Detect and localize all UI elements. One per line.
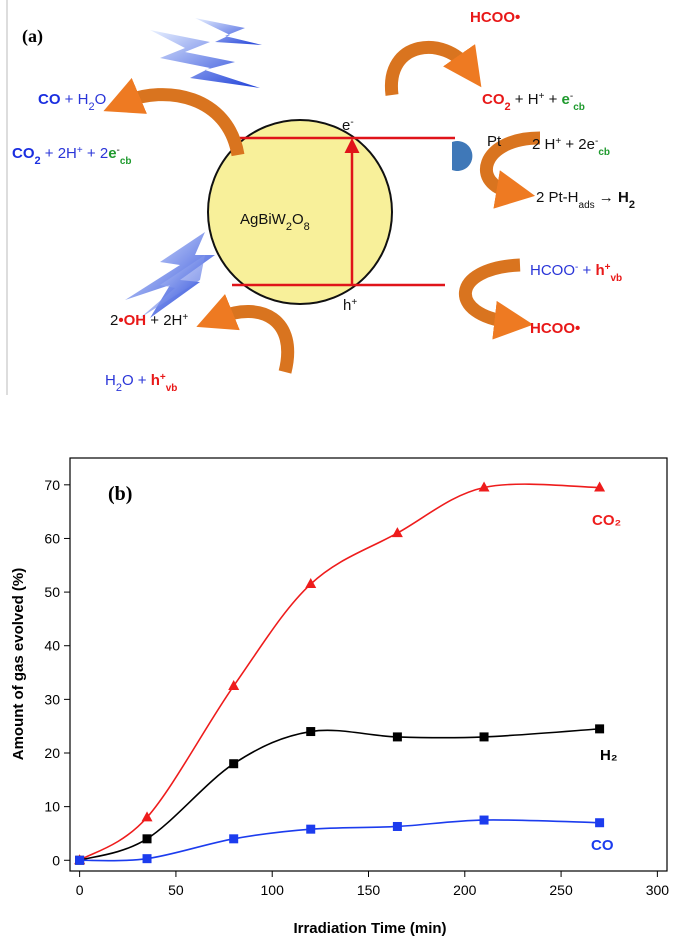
reaction-label: Pt [487, 133, 502, 150]
series-label: CO₂ [592, 512, 621, 529]
series-line [80, 484, 600, 860]
band-label: e- [342, 117, 354, 135]
reaction-label: CO2 + 2H+ + 2e-cb [12, 145, 132, 168]
series-label: H₂ [600, 747, 618, 764]
x-tick-label: 200 [453, 882, 477, 898]
data-point [143, 854, 152, 863]
y-tick-label: 20 [44, 745, 60, 761]
series-line [80, 729, 600, 860]
data-point [480, 816, 489, 825]
y-tick-label: 0 [52, 852, 60, 868]
reaction-label: CO + H2O [38, 91, 106, 113]
x-tick-label: 0 [76, 882, 84, 898]
x-tick-label: 250 [549, 882, 573, 898]
figure: (a) CO + H2O CO2 + 2H+ + 2e-cb HCOO• CO2… [0, 0, 674, 941]
reaction-label: 2 H+ + 2e-cb [532, 136, 610, 158]
panel-a: (a) CO + H2O CO2 + 2H+ + 2e-cb HCOO• CO2… [7, 0, 635, 395]
x-tick-label: 50 [168, 882, 184, 898]
reaction-label: CO2 + H+ + e-cb [482, 91, 585, 114]
data-point [393, 822, 402, 831]
x-tick-label: 100 [261, 882, 285, 898]
panel-label: (b) [108, 483, 132, 505]
light-bolt [150, 30, 260, 88]
data-point [595, 818, 604, 827]
light-bolt [195, 18, 262, 45]
band-label: h+ [343, 297, 357, 315]
data-point [306, 727, 315, 736]
reaction-arrow [125, 95, 238, 155]
reaction-label: HCOO- + h+vb [530, 262, 622, 284]
data-point [392, 527, 403, 537]
x-tick-label: 150 [357, 882, 381, 898]
series-label: CO [591, 837, 614, 854]
reaction-label: HCOO• [470, 9, 520, 26]
x-axis-title: Irradiation Time (min) [293, 920, 446, 937]
reaction-label: 2 Pt-Hads → H2 [536, 189, 635, 211]
reaction-label: H2O + h+vb [105, 372, 177, 395]
x-tick-label: 300 [646, 882, 670, 898]
y-tick-label: 70 [44, 477, 60, 493]
light-bolt [125, 232, 215, 318]
data-point [229, 759, 238, 768]
reaction-arrow [465, 265, 520, 322]
data-point [480, 732, 489, 741]
data-point [595, 724, 604, 733]
data-point [229, 834, 238, 843]
y-tick-label: 40 [44, 638, 60, 654]
y-tick-label: 60 [44, 530, 60, 546]
data-point [75, 856, 84, 865]
panel-label: (a) [22, 26, 43, 47]
data-point [594, 482, 605, 492]
data-point [306, 825, 315, 834]
data-point [393, 732, 402, 741]
reaction-label: HCOO• [530, 320, 580, 337]
reaction-arrow [391, 47, 468, 95]
reaction-arrow [218, 312, 288, 372]
y-tick-label: 30 [44, 691, 60, 707]
plot-frame [70, 458, 667, 871]
reaction-label: 2•OH + 2H+ [110, 312, 188, 330]
y-axis-title: Amount of gas evolved (%) [10, 568, 27, 761]
data-point [143, 834, 152, 843]
panel-b: (b) Irradiation Time (min) Amount of gas… [10, 458, 669, 937]
series-line [80, 820, 600, 861]
y-tick-label: 50 [44, 584, 60, 600]
y-tick-label: 10 [44, 799, 60, 815]
pt-particle [452, 141, 472, 171]
